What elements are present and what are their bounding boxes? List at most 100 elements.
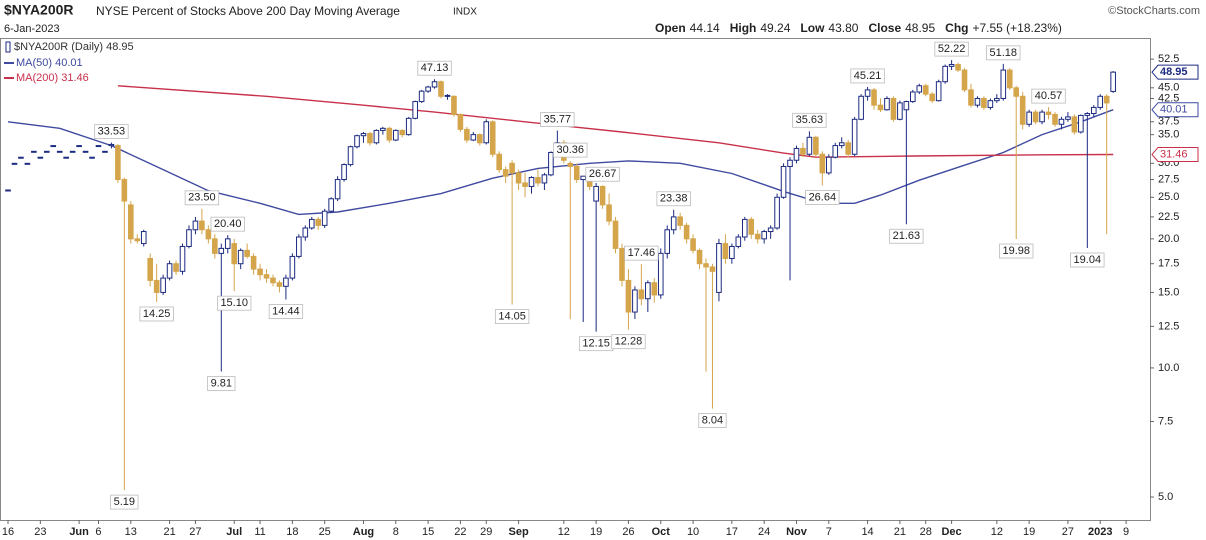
candle-body (341, 164, 347, 181)
last-value-box (1151, 146, 1199, 162)
candle-body (373, 129, 380, 144)
annotation-box (217, 295, 252, 311)
quote-label: Close (868, 21, 901, 35)
candle-body (819, 153, 826, 174)
candle-body (140, 231, 147, 245)
candle-body (367, 133, 373, 144)
y-tick-label: 37.5 (1158, 116, 1179, 128)
candle-body (1110, 71, 1116, 92)
candle-body (625, 279, 632, 313)
annotation-box (999, 243, 1034, 259)
x-tick-label: 23 (34, 526, 46, 538)
candle-body (457, 113, 464, 130)
candle-body (263, 274, 270, 279)
annotation-box (207, 376, 236, 391)
annotation-box (210, 216, 245, 232)
candle-body (910, 91, 916, 103)
candle-body (871, 89, 877, 106)
candle-body (645, 282, 651, 300)
ma-line (117, 85, 1114, 158)
x-tick-label: 24 (758, 526, 770, 538)
annotation-box (585, 166, 620, 182)
candle-body (916, 85, 923, 93)
quote-label: Chg (945, 21, 968, 35)
candle-body (11, 162, 18, 165)
candle-body (606, 204, 612, 222)
candle-body (153, 279, 160, 293)
candle-body (1006, 69, 1013, 89)
candle-body (270, 277, 276, 284)
x-tick-label: 21 (894, 526, 906, 538)
candle-body (716, 243, 722, 293)
candle-body (858, 95, 864, 120)
candle-body (832, 145, 839, 158)
candle-body (360, 133, 367, 137)
source: ©StockCharts.com (1108, 5, 1200, 17)
candle-body (948, 64, 955, 67)
candle-body (838, 142, 845, 147)
annotation: 19.04 (1074, 254, 1102, 266)
quote-value: 43.80 (828, 21, 858, 35)
candle-body (121, 179, 128, 202)
x-tick-label: 8 (393, 526, 399, 538)
x-tick-label: 21 (163, 526, 175, 538)
legend: $NYA200R (Daily) 48.95 MA(50) 40.01 MA(200… (4, 41, 134, 84)
x-tick-label: 10 (687, 526, 699, 538)
candle-body (315, 218, 322, 226)
candle-body (813, 136, 819, 155)
candle-body (787, 159, 793, 167)
candle-body (761, 231, 767, 240)
candle-body (160, 277, 166, 293)
annotation: 17.46 (628, 247, 656, 259)
candle-body (884, 97, 890, 111)
candle-body (657, 252, 664, 296)
candle-body (651, 282, 658, 296)
candle-body (845, 142, 851, 155)
candle-body (276, 282, 283, 287)
candle-body (63, 156, 69, 159)
candle-body (489, 121, 496, 155)
x-tick-label: 28 (920, 526, 932, 538)
annotation: 30.36 (557, 144, 585, 156)
x-tick-label: 19 (590, 526, 602, 538)
candle-body (929, 93, 936, 102)
x-tick-label: Dec (941, 526, 961, 538)
quote: Open 44.14 High 49.24 Low 43.80 Close 48.95 Chg +… (655, 21, 1062, 35)
x-tick-label: 2023 (1088, 526, 1112, 538)
legend-swatch (5, 41, 11, 53)
date: 6-Jan-2023 (4, 23, 60, 35)
candle-body (1090, 106, 1097, 115)
annotation: 14.25 (143, 308, 171, 320)
candle-body (5, 189, 11, 192)
candle-body (334, 179, 341, 200)
candle-body (108, 143, 115, 147)
candle-body (670, 216, 677, 231)
annotation-box (184, 190, 220, 206)
x-tick-label: Nov (786, 526, 808, 538)
candle-body (289, 255, 296, 279)
candle-body (186, 229, 192, 247)
candle-body (321, 210, 328, 226)
candle-body (767, 227, 774, 233)
annotation: 51.18 (990, 47, 1018, 59)
annotation: 9.81 (211, 377, 232, 389)
candle-body (541, 174, 548, 184)
candle-body (399, 129, 406, 136)
candle-body (1058, 118, 1065, 125)
y-tick-label: 22.5 (1158, 211, 1179, 223)
x-tick-label: 15 (422, 526, 434, 538)
candle-body (451, 95, 457, 115)
annotation: 35.63 (796, 114, 824, 126)
annotation-box (494, 309, 530, 325)
annotation-box (553, 142, 588, 158)
annotation: 5.19 (114, 496, 135, 508)
x-tick-label: 27 (1062, 526, 1074, 538)
candle-body (729, 245, 735, 259)
candle-body (528, 177, 535, 187)
candle-body (115, 145, 121, 181)
candle-body (664, 229, 671, 254)
annotation: 21.63 (893, 230, 921, 242)
candle-body (1097, 95, 1104, 108)
candle-body (955, 64, 961, 71)
candle-body (444, 94, 451, 97)
